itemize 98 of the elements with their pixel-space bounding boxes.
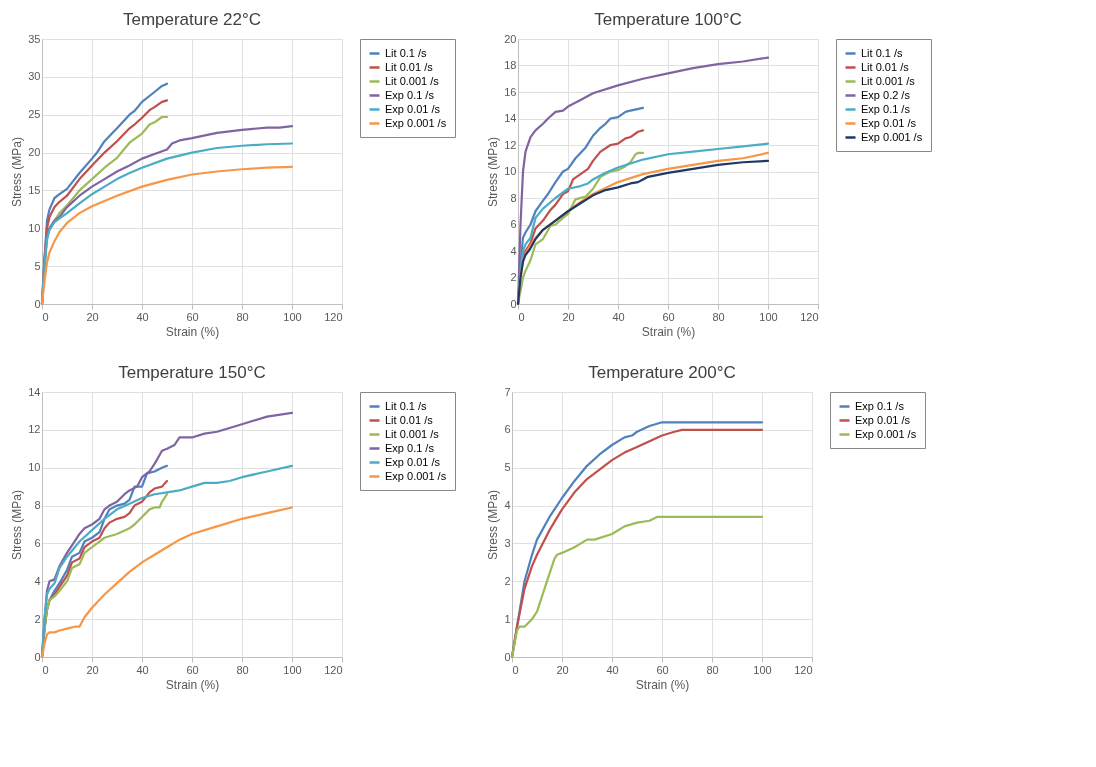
x-tick-label: 20	[556, 663, 569, 676]
x-tick-label: 40	[136, 310, 149, 323]
legend-label: Exp 0.01 /s	[385, 102, 441, 115]
x-tick-label: 0	[518, 310, 525, 323]
y-tick-label: 25	[28, 108, 41, 121]
legend-label: Lit 0.1 /s	[385, 399, 428, 412]
y-tick-label: 14	[28, 385, 41, 398]
x-axis-title: Strain (%)	[165, 324, 220, 339]
y-tick-label: 2	[510, 271, 517, 283]
x-tick-label: 120	[324, 310, 343, 323]
legend-label: Lit 0.001 /s	[385, 427, 440, 440]
x-tick-label: 60	[186, 663, 199, 676]
y-tick-label: 4	[504, 499, 511, 512]
y-tick-label: 6	[34, 536, 41, 549]
legend-label: Exp 0.001 /s	[385, 116, 447, 129]
legend-label: Lit 0.001 /s	[385, 74, 440, 87]
x-tick-label: 40	[612, 310, 625, 323]
x-tick-label: 0	[42, 663, 49, 676]
legend-label: Exp 0.1 /s	[385, 441, 435, 454]
x-tick-label: 120	[800, 310, 819, 323]
y-axis-title: Stress (MPa)	[486, 489, 501, 561]
y-tick-label: 7	[504, 385, 511, 398]
legend-label: Lit 0.1 /s	[385, 46, 428, 59]
legend-label: Lit 0.01 /s	[861, 60, 910, 73]
y-tick-label: 18	[504, 59, 517, 71]
legend-label: Exp 0.001 /s	[861, 130, 923, 143]
x-tick-label: 100	[283, 310, 302, 323]
y-tick-label: 2	[34, 612, 41, 625]
x-axis-title: Strain (%)	[635, 677, 690, 692]
x-tick-label: 100	[759, 310, 778, 323]
legend-label: Exp 0.001 /s	[385, 469, 447, 482]
x-tick-label: 120	[324, 663, 343, 676]
y-tick-label: 3	[504, 536, 511, 549]
x-tick-label: 80	[236, 310, 249, 323]
chart-title: Temperature 150°C	[118, 363, 266, 382]
chart-title: Temperature 100°C	[594, 10, 742, 29]
x-tick-label: 40	[606, 663, 619, 676]
x-tick-label: 60	[656, 663, 669, 676]
legend-label: Exp 0.001 /s	[855, 427, 917, 440]
y-tick-label: 20	[28, 146, 41, 159]
y-tick-label: 4	[510, 244, 517, 257]
x-tick-label: 40	[136, 663, 149, 676]
y-tick-label: 35	[28, 32, 41, 45]
y-tick-label: 2	[504, 574, 511, 587]
y-tick-label: 0	[504, 650, 511, 663]
legend-label: Lit 0.1 /s	[861, 46, 904, 59]
x-tick-label: 80	[236, 663, 249, 676]
y-tick-label: 30	[28, 70, 41, 83]
x-tick-label: 20	[562, 310, 575, 323]
y-tick-label: 0	[34, 297, 41, 310]
y-tick-label: 10	[28, 461, 41, 474]
legend-label: Lit 0.01 /s	[385, 60, 434, 73]
y-tick-label: 5	[34, 259, 41, 272]
line-series	[40, 506, 294, 659]
x-tick-label: 80	[712, 310, 725, 323]
x-tick-label: 60	[186, 310, 199, 323]
y-tick-label: 12	[28, 423, 41, 436]
y-tick-label: 8	[510, 191, 517, 204]
legend-label: Exp 0.2 /s	[861, 88, 911, 101]
x-axis-title: Strain (%)	[641, 324, 696, 339]
legend-label: Exp 0.01 /s	[385, 455, 441, 468]
x-tick-label: 120	[794, 663, 813, 676]
y-tick-label: 1	[504, 612, 511, 625]
y-axis-title: Stress (MPa)	[10, 489, 25, 561]
x-axis-title: Strain (%)	[165, 677, 220, 692]
line-series	[510, 515, 764, 659]
y-tick-label: 5	[504, 461, 511, 474]
legend-label: Exp 0.01 /s	[861, 116, 917, 129]
y-tick-label: 12	[504, 138, 517, 151]
y-tick-label: 10	[504, 165, 517, 177]
y-tick-label: 8	[34, 499, 41, 512]
y-tick-label: 15	[28, 183, 41, 196]
y-tick-label: 10	[28, 221, 41, 234]
legend-label: Exp 0.1 /s	[855, 399, 905, 412]
x-tick-label: 100	[753, 663, 772, 676]
x-tick-label: 80	[706, 663, 719, 676]
y-tick-label: 4	[34, 574, 41, 587]
y-tick-label: 6	[504, 423, 511, 436]
legend-label: Lit 0.01 /s	[385, 413, 434, 426]
x-tick-label: 0	[42, 310, 49, 323]
y-axis-title: Stress (MPa)	[10, 136, 25, 208]
x-tick-label: 100	[283, 663, 302, 676]
legend-label: Lit 0.001 /s	[861, 74, 916, 87]
y-tick-label: 6	[510, 218, 517, 230]
y-tick-label: 0	[34, 650, 41, 663]
legend-label: Exp 0.1 /s	[861, 102, 911, 115]
x-tick-label: 60	[662, 310, 675, 323]
y-tick-label: 0	[510, 297, 517, 310]
legend-label: Exp 0.1 /s	[385, 88, 435, 101]
y-tick-label: 16	[504, 85, 517, 98]
legend-label: Exp 0.01 /s	[855, 413, 911, 426]
chart-title: Temperature 22°C	[122, 10, 262, 29]
y-axis-title: Stress (MPa)	[486, 136, 501, 208]
chart-title: Temperature 200°C	[588, 363, 736, 382]
y-tick-label: 14	[504, 112, 517, 124]
x-tick-label: 20	[86, 663, 99, 676]
y-tick-label: 20	[504, 32, 517, 45]
x-tick-label: 20	[86, 310, 99, 323]
